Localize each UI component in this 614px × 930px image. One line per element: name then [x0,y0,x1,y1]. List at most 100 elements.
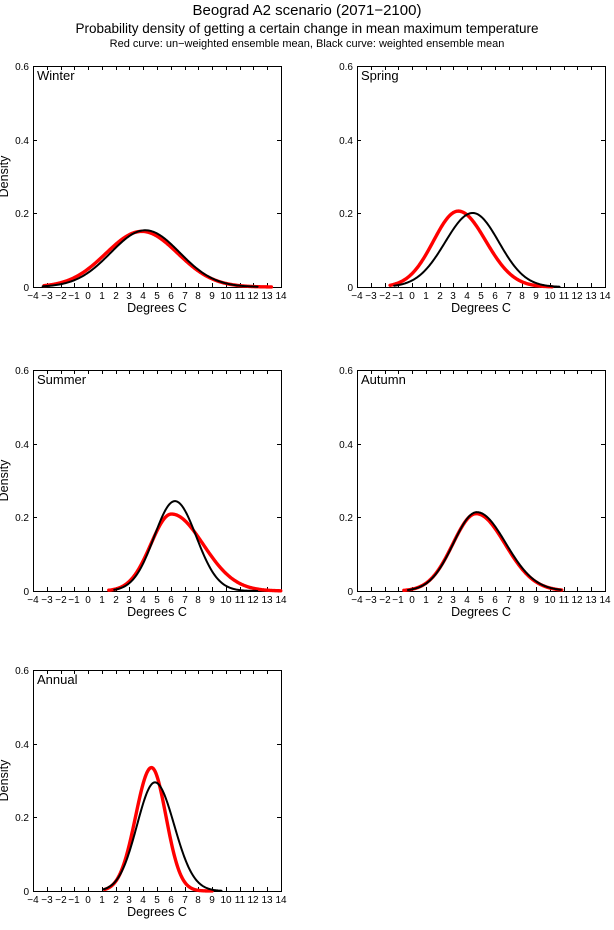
x-tick-label: 3 [126,595,132,606]
x-tick-label: 14 [275,895,287,906]
x-tick-label: 13 [585,595,597,606]
axes [33,370,282,592]
y-axis-label: Density [0,459,11,501]
x-tick-label: 1 [423,291,429,302]
x-tick-label: 12 [571,291,583,302]
x-tick-label: −2 [379,291,391,302]
axes [357,66,606,288]
x-tick-label: 4 [464,291,470,302]
y-tick-label: 0 [23,887,29,898]
x-tick-label: −4 [351,291,363,302]
y-tick-label: 0.6 [15,366,29,377]
plot-box [357,66,606,288]
x-tick-label: 7 [506,291,512,302]
x-tick-label: 7 [182,895,188,906]
x-tick-label: −4 [27,291,39,302]
x-tick-label: 2 [113,291,119,302]
x-tick-label: −3 [365,291,377,302]
y-tick-label: 0 [23,283,29,294]
x-tick-label: 0 [85,895,91,906]
y-tick-label: 0 [347,283,353,294]
y-tick-label: 0.4 [339,440,353,451]
x-tick-label: −2 [55,895,67,906]
x-axis-label: Degrees C [451,301,511,315]
curve-weighted-mean [113,500,259,592]
curve-unweighted-mean [402,511,564,593]
x-tick-label: −1 [392,291,404,302]
x-tick-label: −4 [351,595,363,606]
x-tick-label: 9 [209,895,215,906]
x-tick-label: 2 [437,291,443,302]
x-tick-label: 6 [168,895,174,906]
curve-weighted-mean [393,211,561,288]
x-tick-label: 3 [126,895,132,906]
x-tick-label: 12 [247,895,259,906]
x-tick-label: 1 [99,895,105,906]
y-axis-label: Density [0,155,11,197]
x-tick-label: 12 [247,291,259,302]
y-tick-label: 0 [347,587,353,598]
x-tick-label: 5 [478,595,484,606]
x-tick-label: 9 [533,291,539,302]
subplot-summer: −4 −3 −2 −1 0 1 2 3 4 5 6 7 8 9 10 11 12 13 14 0 0.2 0.4 0.6 Su… [0,360,310,625]
y-tick-label: 0.6 [339,62,353,73]
x-tick-label: 2 [113,895,119,906]
x-tick-label: 6 [492,595,498,606]
x-tick-label: 14 [275,595,287,606]
panel-label: Annual [37,672,78,687]
x-axis-label: Degrees C [451,605,511,619]
x-tick-label: 9 [209,291,215,302]
chart-canvas: −4 −3 −2 −1 0 1 2 3 4 5 6 7 8 9 10 11 12 13 1400.20.40.6Wi… [0,62,287,315]
x-tick-label: −3 [365,595,377,606]
y-tick-label: 0.6 [339,366,353,377]
x-tick-label: 0 [409,291,415,302]
chart-canvas: −4 −3 −2 −1 0 1 2 3 4 5 6 7 8 9 10 11 12 13 1400.20.40.6Au… [339,366,611,619]
x-tick-label: 10 [220,595,232,606]
y-tick-label: 0.4 [15,740,29,751]
x-tick-label: 2 [437,595,443,606]
x-tick-label: 9 [533,595,539,606]
x-tick-label: 10 [544,595,556,606]
panel-label: Winter [37,68,75,83]
plot-box [357,370,606,592]
figure-subtitle: Probability density of getting a certain… [75,21,539,36]
x-tick-label: 7 [182,595,188,606]
x-tick-label: 10 [220,291,232,302]
x-tick-label: 9 [209,595,215,606]
x-tick-label: 5 [478,291,484,302]
x-tick-label: 4 [140,291,146,302]
x-tick-label: 14 [599,595,611,606]
x-tick-label: 6 [168,291,174,302]
x-tick-label: 14 [275,291,287,302]
y-tick-label: 0.6 [15,62,29,73]
axes [357,370,606,592]
subplot-annual: −4 −3 −2 −1 0 1 2 3 4 5 6 7 8 9 10 11 12 13 14 0 0.2 0.4 0.6 An… [0,660,310,925]
x-tick-label: 11 [235,895,246,906]
x-tick-label: 3 [126,291,132,302]
panel-label: Summer [37,372,87,387]
subplot-spring: −4 −3 −2 −1 0 1 2 3 4 5 6 7 8 9 10 11 12 13 14 0 0.2 0.4 0.6 Sp… [324,56,614,321]
x-tick-label: 0 [85,595,91,606]
y-tick-label: 0.6 [15,666,29,677]
x-tick-label: 2 [113,595,119,606]
curve-weighted-mean [102,781,223,892]
plot-box [33,66,282,288]
y-tick-label: 0.2 [15,813,29,824]
x-tick-label: 4 [140,595,146,606]
x-tick-label: 12 [571,595,583,606]
x-tick-label: 3 [450,291,456,302]
x-tick-label: −2 [55,291,67,302]
x-axis-label: Degrees C [127,605,187,619]
y-tick-label: 0.2 [15,209,29,220]
subplot-autumn: −4 −3 −2 −1 0 1 2 3 4 5 6 7 8 9 10 11 12 13 14 0 0.2 0.4 0.6 Au… [324,360,614,625]
y-tick-label: 0.2 [15,513,29,524]
curve-unweighted-mean [107,512,283,593]
x-tick-label: 4 [140,895,146,906]
curve-weighted-mean [41,229,259,288]
chart-canvas: −4 −3 −2 −1 0 1 2 3 4 5 6 7 8 9 10 11 12 13 1400.20.40.6Sp… [339,62,611,315]
x-tick-label: 10 [220,895,232,906]
x-tick-label: 7 [182,291,188,302]
x-tick-label: 6 [168,595,174,606]
x-tick-label: −2 [379,595,391,606]
x-tick-label: 13 [261,595,273,606]
